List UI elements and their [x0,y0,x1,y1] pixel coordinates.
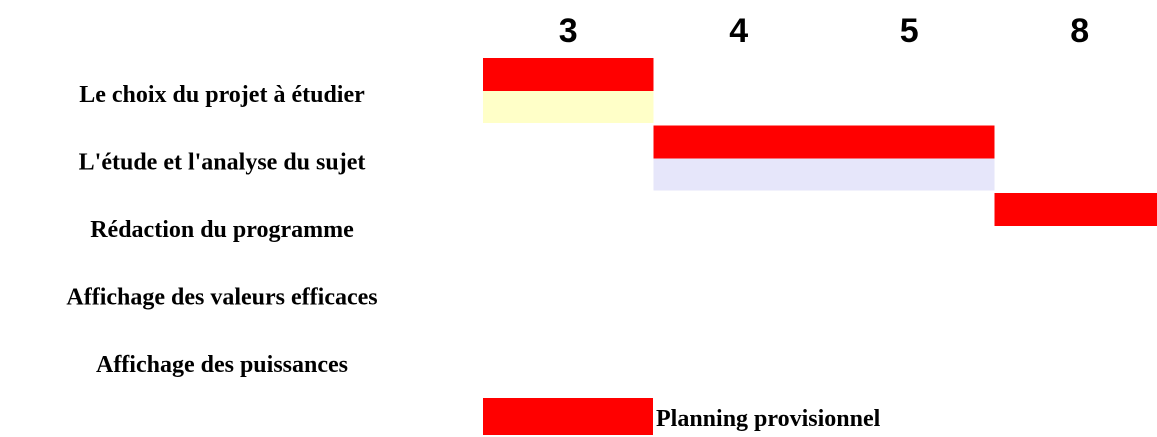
week-label: 8 [1070,12,1089,50]
planned-bar [994,193,1157,226]
planned-bar [483,58,654,91]
planned-bar [653,125,995,159]
task-label: Le choix du projet à étudier [79,82,365,108]
actual-bar [653,158,995,191]
week-labels: 3 4 5 8 [559,12,1089,50]
bars [483,58,1157,226]
legend-label: Planning provisionnel [656,406,881,432]
week-label: 5 [900,12,919,50]
week-label: 4 [729,12,748,50]
task-label: L'étude et l'analyse du sujet [79,150,366,176]
legend: Planning provisionnel [483,398,881,435]
task-label: Affichage des valeurs efficaces [66,285,377,311]
task-label: Affichage des puissances [96,352,348,378]
week-label: 3 [559,12,578,50]
actual-bar [483,91,654,123]
task-label: Rédaction du programme [90,217,354,243]
task-labels: Le choix du projet à étudier L'étude et l… [66,82,377,378]
legend-swatch [483,398,653,435]
